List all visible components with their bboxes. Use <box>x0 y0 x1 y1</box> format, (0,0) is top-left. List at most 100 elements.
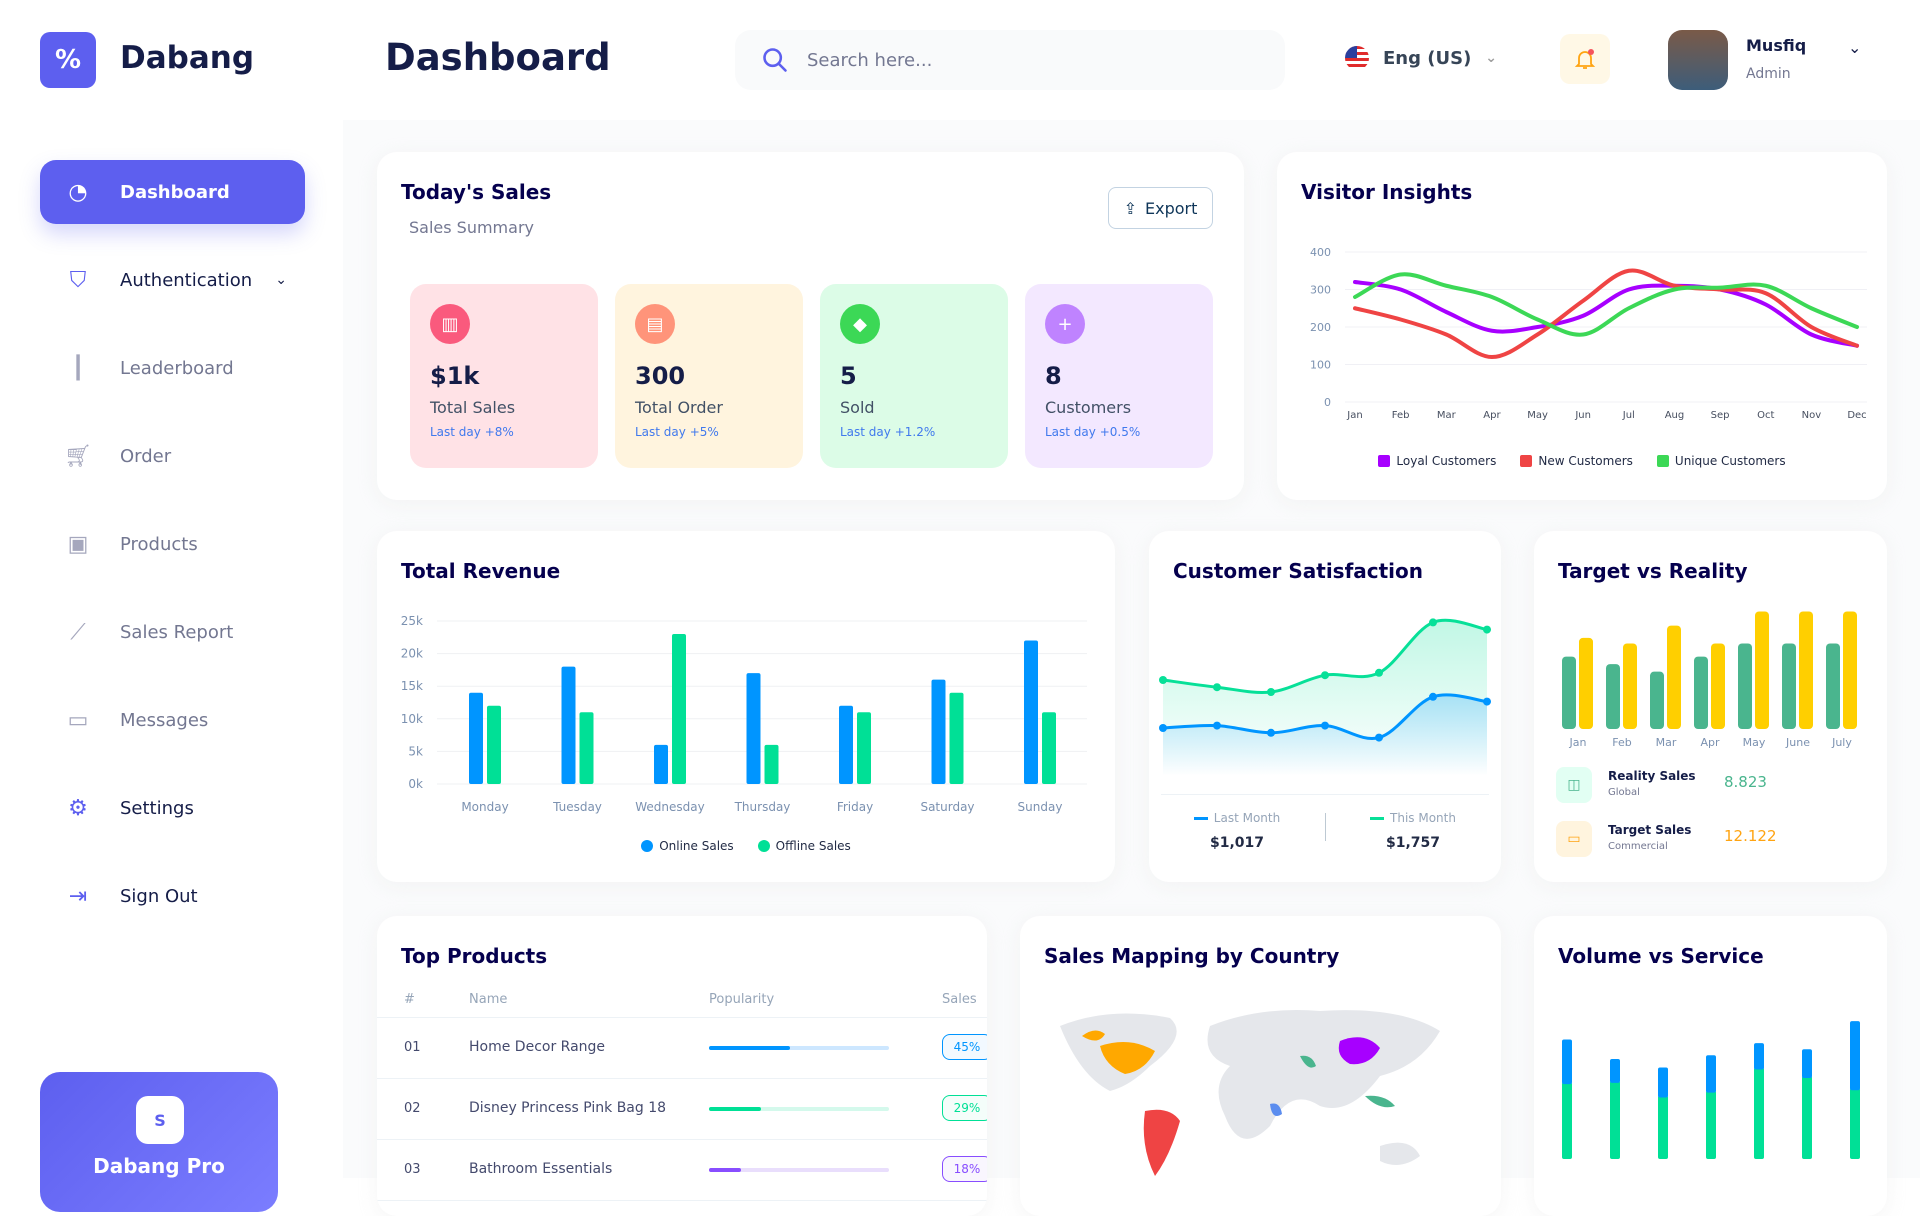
data-point <box>1321 721 1329 730</box>
avatar[interactable] <box>1668 30 1728 90</box>
legend-item[interactable]: Loyal Customers <box>1378 454 1496 468</box>
map-region-alaska[interactable] <box>1082 1030 1105 1041</box>
row-number: 01 <box>404 1040 421 1055</box>
x-tick-label: Jan <box>1346 410 1362 421</box>
sidebar-item-label: Order <box>120 445 172 467</box>
bar-services <box>1562 1039 1572 1085</box>
search-icon <box>763 48 787 72</box>
bar-target-sales <box>1623 643 1637 729</box>
x-tick-label: Wednesday <box>635 800 704 814</box>
column-header: Popularity <box>709 992 775 1007</box>
bag-icon: ◫ <box>1556 767 1592 803</box>
divider <box>1161 794 1489 795</box>
sidebar-item-dashboard[interactable]: ◔ Dashboard <box>40 160 305 224</box>
stat-delta: Last day +8% <box>430 425 514 439</box>
sidebar-item-label: Leaderboard <box>120 357 234 379</box>
sidebar-item-products[interactable]: ▣ Products <box>40 512 305 576</box>
legend-item[interactable]: Online Sales <box>641 839 734 853</box>
legend-item[interactable]: New Customers <box>1520 454 1633 468</box>
line-unique-customers <box>1353 272 1859 337</box>
line-chart-icon: ⟋ <box>70 619 86 645</box>
x-tick-label: Monday <box>461 800 508 814</box>
search-placeholder: Search here... <box>807 49 933 71</box>
sidebar-item-settings[interactable]: ⚙ Settings <box>40 776 305 840</box>
summary-label: Reality Sales <box>1608 769 1696 783</box>
map-region-brazil[interactable] <box>1143 1109 1180 1176</box>
map-region-indonesia[interactable] <box>1365 1095 1395 1108</box>
legend-label: This Month <box>1390 811 1456 825</box>
x-tick-label: Thursday <box>734 800 791 814</box>
chevron-down-icon: ⌄ <box>275 272 287 288</box>
volume-vs-service-title: Volume vs Service <box>1558 944 1764 968</box>
x-tick-label: May <box>1527 410 1548 421</box>
stat-label: Total Sales <box>430 398 516 417</box>
bar-target-sales <box>1711 643 1725 729</box>
bar-target-sales <box>1799 611 1813 729</box>
stat-value: 300 <box>635 362 686 390</box>
legend-label: Offline Sales <box>775 839 851 853</box>
volume-vs-service-card: Volume vs Service <box>1534 916 1887 1216</box>
bar-volume <box>1850 1088 1860 1159</box>
table-row[interactable]: 01 Home Decor Range 45% <box>377 1018 987 1079</box>
divider <box>1325 813 1326 841</box>
export-icon: ⇪ <box>1123 198 1138 218</box>
bar-volume <box>1754 1067 1764 1159</box>
legend-swatch <box>1520 455 1533 467</box>
table-row[interactable]: 03 Bathroom Essentials 18% <box>377 1140 987 1201</box>
legend-item[interactable]: Offline Sales <box>757 839 851 853</box>
total-revenue-chart: 0k 5k 10k 15k 20k 25k Monday Tuesday Wednesday Th… <box>401 614 1087 814</box>
us-flag-icon <box>1345 46 1369 70</box>
notifications-button[interactable] <box>1560 34 1610 84</box>
x-tick-label: Apr <box>1483 410 1501 421</box>
sidebar-item-sign-out[interactable]: ⇥ Sign Out <box>40 864 305 928</box>
x-tick-label: Sep <box>1711 410 1730 421</box>
user-menu-chevron-icon[interactable]: ⌄ <box>1848 38 1862 57</box>
map-region-usa[interactable] <box>1100 1042 1155 1074</box>
data-point <box>1159 724 1167 732</box>
data-point <box>1483 697 1491 706</box>
map-region-china[interactable] <box>1338 1037 1380 1065</box>
summary-sub: Commercial <box>1608 841 1668 852</box>
map-region-saudi[interactable] <box>1300 1055 1316 1068</box>
summary-reality-sales: ◫ Reality Sales Global 8.823 <box>1556 767 1866 807</box>
x-tick-label: Feb <box>1392 410 1410 421</box>
legend-item[interactable]: This Month <box>1325 811 1501 825</box>
summary-sub: Global <box>1608 787 1640 798</box>
legend-label: Loyal Customers <box>1396 454 1497 468</box>
total-revenue-title: Total Revenue <box>401 559 561 583</box>
pie-chart-icon: ◔ <box>68 179 88 205</box>
promo-logo-icon: S <box>136 1096 184 1144</box>
legend-label: Unique Customers <box>1674 454 1786 468</box>
sidebar-item-leaderboard[interactable]: ┃ Leaderboard <box>40 336 305 400</box>
visitor-legend: Loyal Customers New Customers Unique Custo… <box>1277 454 1887 468</box>
legend-item[interactable]: Last Month <box>1149 811 1325 825</box>
sidebar-item-messages[interactable]: ▭ Messages <box>40 688 305 752</box>
chart-icon: ▥ <box>430 304 470 344</box>
todays-sales-card: Today's Sales Sales Summary ⇪ Export ▥ $1k… <box>377 152 1244 500</box>
visitor-insights-title: Visitor Insights <box>1301 180 1473 204</box>
sidebar-item-order[interactable]: 🛒︎ Order <box>40 424 305 488</box>
language-selector[interactable]: Eng (US) ⌄ <box>1345 46 1497 70</box>
sidebar-item-sales-report[interactable]: ⟋ Sales Report <box>40 600 305 664</box>
bar-offline-sales <box>1042 712 1056 784</box>
volume-vs-service-chart <box>1562 1021 1860 1159</box>
legend-item[interactable]: Unique Customers <box>1656 454 1786 468</box>
message-icon: ▭ <box>67 707 89 733</box>
promo-card[interactable]: S Dabang Pro <box>40 1072 278 1212</box>
customer-satisfaction-chart <box>1159 618 1491 776</box>
shield-icon: ⛉ <box>69 267 87 293</box>
search-input[interactable]: Search here... <box>735 30 1285 90</box>
sidebar-item-authentication[interactable]: ⛉ Authentication ⌄ <box>40 248 305 312</box>
bar-online-sales <box>561 666 576 784</box>
stat-value: 5 <box>840 362 857 390</box>
customer-satisfaction-card: Customer Satisfaction Last Month $1,017 Th… <box>1149 531 1501 882</box>
sidebar-item-label: Sign Out <box>120 885 198 907</box>
y-tick-label: 0k <box>408 777 423 791</box>
target-vs-reality-card: Target vs Reality Jan Feb Mar Apr May June Jul… <box>1534 531 1887 882</box>
y-tick-label: 5k <box>408 744 423 758</box>
map-region-congo[interactable] <box>1270 1103 1282 1117</box>
bar-offline-sales <box>764 744 779 784</box>
table-row[interactable]: 02 Disney Princess Pink Bag 18 29% <box>377 1079 987 1140</box>
export-button[interactable]: ⇪ Export <box>1108 187 1213 229</box>
x-tick-label: Jan <box>1569 736 1587 749</box>
